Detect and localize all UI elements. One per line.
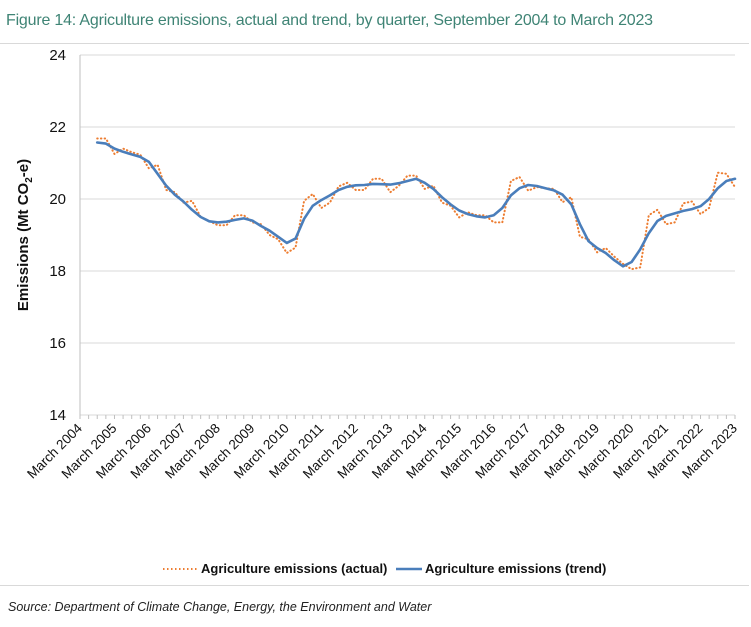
legend-item-trend: Agriculture emissions (trend) bbox=[396, 561, 606, 576]
dotted-line-swatch-icon bbox=[163, 567, 197, 570]
y-tick-label: 18 bbox=[49, 263, 66, 280]
legend-label-actual: Agriculture emissions (actual) bbox=[201, 561, 388, 576]
y-tick-label: 16 bbox=[49, 335, 66, 352]
y-tick-label: 14 bbox=[49, 407, 66, 424]
y-tick-label: 22 bbox=[49, 119, 66, 136]
chart-frame bbox=[0, 43, 749, 586]
y-tick-label: 20 bbox=[49, 191, 66, 208]
legend-label-trend: Agriculture emissions (trend) bbox=[425, 561, 607, 576]
series-line-trend bbox=[95, 141, 737, 268]
y-axis-title: Emissions (Mt CO2-e) bbox=[15, 159, 35, 311]
solid-line-swatch-icon bbox=[396, 567, 422, 570]
legend-item-actual: Agriculture emissions (actual) bbox=[162, 561, 387, 576]
source-note: Source: Department of Climate Change, En… bbox=[8, 600, 432, 614]
y-tick-label: 24 bbox=[49, 47, 66, 64]
figure-title: Figure 14: Agriculture emissions, actual… bbox=[6, 12, 653, 29]
